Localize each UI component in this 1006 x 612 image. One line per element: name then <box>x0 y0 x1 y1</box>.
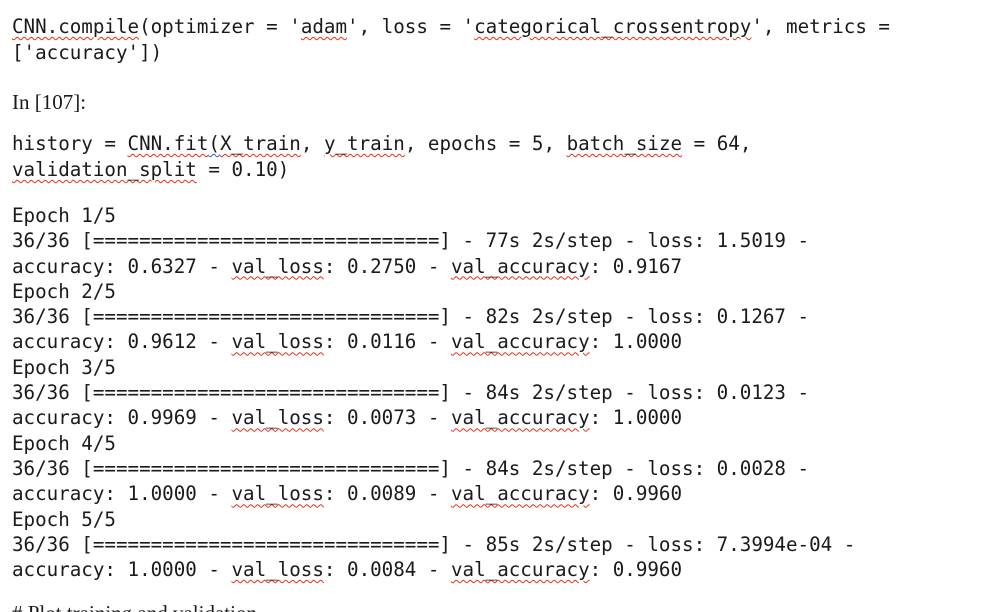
y-train-arg: y_train <box>323 132 405 155</box>
plot-comment: # Plot training and validation <box>12 600 257 612</box>
cnn-compile-call: CNN.compile <box>12 15 140 38</box>
epoch-progress-line: 36/36 [==============================] -… <box>12 380 855 405</box>
batch-size-arg: batch_size <box>566 132 683 155</box>
val-loss-value: : 0.0116 - <box>323 330 451 354</box>
progress-bar-text: 36/36 [==============================] <box>12 229 451 253</box>
epoch-header: Epoch 2/5 <box>12 279 116 303</box>
accuracy-value: accuracy: 0.6327 - <box>12 254 232 278</box>
val-loss-label: val_loss <box>231 482 324 506</box>
val-accuracy-value: : 0.9960 <box>589 558 683 582</box>
epoch-progress-line: 36/36 [==============================] -… <box>12 228 855 253</box>
epoch-metrics-line: accuracy: 0.6327 - val_loss: 0.2750 - va… <box>12 254 855 279</box>
progress-bar-text: 36/36 [==============================] <box>12 381 451 405</box>
compile-line-1: CNN.compile(optimizer = 'adam', loss = '… <box>12 14 890 40</box>
val-accuracy-value: : 0.9960 <box>589 482 683 506</box>
val-accuracy-label: val_accuracy <box>451 558 590 582</box>
epoch-metrics-line: accuracy: 1.0000 - val_loss: 0.0089 - va… <box>12 481 855 506</box>
fit-assign: history = <box>12 132 128 155</box>
val-accuracy-label: val_accuracy <box>451 482 590 506</box>
epoch-progress-line: 36/36 [==============================] -… <box>12 532 855 557</box>
progress-bar-text: 36/36 [==============================] <box>12 532 451 556</box>
val-loss-label: val_loss <box>231 330 324 354</box>
compile-args-a: (optimizer = ' <box>139 15 301 38</box>
val-accuracy-label: val_accuracy <box>451 330 590 354</box>
epoch-progress-line: 36/36 [==============================] -… <box>12 456 855 481</box>
accuracy-value: accuracy: 0.9969 - <box>12 406 232 430</box>
epoch-header: Epoch 1/5 <box>12 204 116 227</box>
document-page: CNN.compile(optimizer = 'adam', loss = '… <box>12 0 992 612</box>
epoch-progress-line: 36/36 [==============================] -… <box>12 304 855 329</box>
x-train-arg: X_train <box>219 132 301 155</box>
val-loss-label: val_loss <box>231 254 324 278</box>
validation-split-arg: validation_split <box>12 158 197 181</box>
fit-batch-value: = 64, <box>682 132 752 155</box>
cell-prompt: In [107]: <box>12 90 87 114</box>
fit-sep: , <box>300 132 324 155</box>
progress-bar-text: 36/36 [==============================] <box>12 305 451 329</box>
fit-line-2: validation_split = 0.10) <box>12 157 289 183</box>
val-loss-value: : 0.0073 - <box>323 406 451 430</box>
loss-value: categorical_crossentropy <box>474 15 752 38</box>
accuracy-value: accuracy: 1.0000 - <box>12 558 232 582</box>
epoch-stats: - 77s 2s/step - loss: 1.5019 - <box>450 229 810 253</box>
epoch-header: Epoch 3/5 <box>12 355 116 379</box>
fit-line-1: history = CNN.fit(X_train, y_train, epoc… <box>12 131 751 157</box>
val-accuracy-value: : 1.0000 <box>589 330 683 354</box>
cnn-fit-call: CNN.fit <box>127 132 209 155</box>
val-accuracy-value: : 0.9167 <box>589 254 683 278</box>
epoch-header: Epoch 5/5 <box>12 507 116 531</box>
fit-epochs: , epochs = 5, <box>404 132 567 155</box>
epoch-stats: - 85s 2s/step - loss: 7.3994e-04 - <box>450 532 856 556</box>
compile-args-b: ', loss = ' <box>347 15 475 38</box>
val-loss-value: : 0.2750 - <box>323 254 451 278</box>
progress-bar-text: 36/36 [==============================] <box>12 456 451 480</box>
optimizer-value: adam <box>300 15 348 38</box>
fit-open-paren: ( <box>208 132 220 155</box>
epoch-metrics-line: accuracy: 0.9612 - val_loss: 0.0116 - va… <box>12 329 855 354</box>
compile-args-c: ', metrics = <box>751 15 890 38</box>
val-accuracy-label: val_accuracy <box>451 406 590 430</box>
accuracy-value: accuracy: 0.9612 - <box>12 330 232 354</box>
validation-split-value: = 0.10) <box>196 158 290 181</box>
epoch-metrics-line: accuracy: 0.9969 - val_loss: 0.0073 - va… <box>12 405 855 430</box>
val-loss-label: val_loss <box>231 558 324 582</box>
val-loss-value: : 0.0084 - <box>323 558 451 582</box>
val-loss-label: val_loss <box>231 406 324 430</box>
accuracy-value: accuracy: 1.0000 - <box>12 482 232 506</box>
epoch-header: Epoch 4/5 <box>12 431 116 455</box>
training-output: Epoch 1/5 36/36 [========================… <box>12 203 855 582</box>
val-loss-value: : 0.0089 - <box>323 482 451 506</box>
compile-line-2: ['accuracy']) <box>12 41 163 64</box>
epoch-stats: - 84s 2s/step - loss: 0.0028 - <box>450 456 810 480</box>
val-accuracy-value: : 1.0000 <box>589 406 683 430</box>
epoch-metrics-line: accuracy: 1.0000 - val_loss: 0.0084 - va… <box>12 557 855 582</box>
epoch-stats: - 84s 2s/step - loss: 0.0123 - <box>450 381 810 405</box>
epoch-stats: - 82s 2s/step - loss: 0.1267 - <box>450 305 810 329</box>
val-accuracy-label: val_accuracy <box>451 254 590 278</box>
